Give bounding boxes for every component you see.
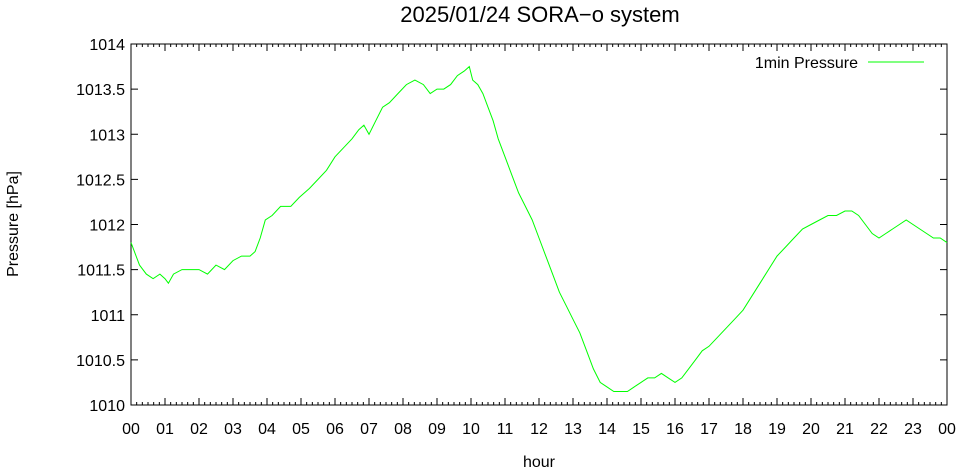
x-tick-label: 10 xyxy=(462,421,480,438)
x-tick-label: 12 xyxy=(530,421,548,438)
x-tick-label: 14 xyxy=(598,421,616,438)
x-tick-label: 00 xyxy=(938,421,956,438)
x-tick-label: 02 xyxy=(190,421,208,438)
x-tick-label: 05 xyxy=(292,421,310,438)
y-tick-label: 1013.5 xyxy=(76,82,125,99)
y-axis-label: Pressure [hPa] xyxy=(5,171,22,277)
chart-title: 2025/01/24 SORA−o system xyxy=(400,2,679,27)
x-tick-label: 19 xyxy=(768,421,786,438)
x-tick-label: 01 xyxy=(156,421,174,438)
x-tick-label: 13 xyxy=(564,421,582,438)
x-tick-label: 03 xyxy=(224,421,242,438)
legend-label: 1min Pressure xyxy=(755,55,858,72)
x-tick-label: 11 xyxy=(497,421,514,438)
legend: 1min Pressure xyxy=(755,55,924,72)
x-tick-label: 04 xyxy=(258,421,276,438)
y-tick-label: 1014 xyxy=(89,37,125,54)
x-tick-label: 21 xyxy=(836,421,854,438)
x-tick-label: 23 xyxy=(904,421,922,438)
x-tick-label: 08 xyxy=(394,421,412,438)
y-tick-label: 1013 xyxy=(89,127,125,144)
y-tick-label: 1012.5 xyxy=(76,172,125,189)
x-tick-label: 22 xyxy=(870,421,888,438)
x-tick-label: 18 xyxy=(734,421,752,438)
series-line-1min-pressure xyxy=(130,65,948,392)
y-tick-label: 1011 xyxy=(91,308,126,325)
x-tick-label: 07 xyxy=(360,421,378,438)
x-tick-label: 15 xyxy=(632,421,650,438)
y-tick-labels: 1010 1010.5 1011 1011.5 1012 1012.5 1013 1013.5… xyxy=(76,37,125,415)
x-tick-label: 09 xyxy=(428,421,446,438)
x-axis-label: hour xyxy=(523,454,556,471)
x-tick-label: 17 xyxy=(700,421,718,438)
y-tick-label: 1010 xyxy=(89,398,125,415)
axis-ticks xyxy=(130,43,948,406)
x-tick-label: 16 xyxy=(666,421,684,438)
x-tick-label: 06 xyxy=(326,421,344,438)
x-tick-label: 00 xyxy=(122,421,140,438)
y-tick-label: 1011.5 xyxy=(77,263,125,280)
y-tick-label: 1010.5 xyxy=(76,353,125,370)
x-tick-labels: 00 01 02 03 04 05 06 07 08 09 10 11 12 13 14 15 16 17 18 19… xyxy=(122,421,956,438)
y-tick-label: 1012 xyxy=(89,218,125,235)
x-tick-label: 20 xyxy=(802,421,820,438)
plot-frame xyxy=(130,43,948,406)
